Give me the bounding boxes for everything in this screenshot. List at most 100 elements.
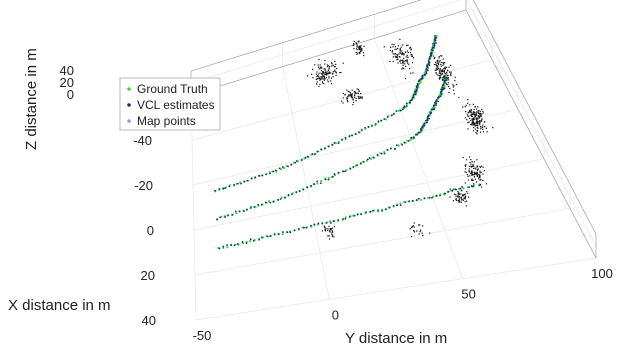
map-point [462, 195, 464, 197]
map-point [470, 163, 472, 165]
map-point [463, 193, 466, 196]
vcl-estimate-point [405, 105, 408, 107]
map-point [341, 100, 343, 102]
map-point [452, 200, 455, 202]
map-point [445, 83, 447, 85]
map-point [480, 120, 482, 122]
map-point [314, 64, 316, 66]
x-tick-label: 40 [142, 313, 156, 328]
map-point [329, 229, 331, 231]
map-point [410, 48, 412, 50]
grid-line-x [195, 257, 597, 321]
map-point [397, 62, 399, 64]
map-point [334, 66, 336, 68]
map-point [352, 103, 354, 106]
map-point [473, 171, 476, 173]
grid-line-x [191, 59, 493, 141]
map-point [482, 131, 485, 133]
map-point [406, 54, 408, 56]
map-point [480, 126, 482, 128]
map-point [462, 194, 464, 196]
map-point [469, 109, 471, 111]
vcl-estimate-point [332, 220, 335, 222]
vcl-estimate-point [428, 61, 431, 64]
map-point [329, 231, 331, 233]
map-point [407, 51, 409, 54]
map-point [318, 77, 321, 80]
map-point [467, 121, 469, 124]
map-point [329, 227, 331, 230]
map-point [361, 50, 363, 52]
vcl-estimate-point [459, 187, 462, 190]
ground-truth-point [249, 240, 252, 243]
vcl-estimate-point [417, 197, 420, 200]
grid-line-y [282, 66, 330, 300]
vcl-estimate-point [405, 102, 408, 105]
z-tick-label: 20 [60, 75, 74, 90]
map-point [358, 52, 360, 54]
ground-truth-point [319, 179, 323, 183]
map-point [411, 225, 413, 228]
map-point [473, 112, 475, 114]
map-point [401, 59, 403, 62]
map-point [396, 56, 399, 59]
map-point [464, 193, 466, 195]
map-point [481, 118, 483, 120]
map-point [441, 77, 443, 79]
map-point [348, 94, 350, 96]
vcl-estimate-point [395, 144, 398, 147]
vcl-estimate-point [305, 226, 308, 229]
vcl-estimate-point [297, 228, 300, 230]
map-point [411, 62, 414, 64]
map-point [429, 232, 431, 234]
map-point [324, 72, 326, 74]
map-point [438, 77, 440, 79]
map-point [360, 93, 362, 95]
map-point [475, 172, 477, 174]
map-point [465, 205, 467, 207]
map-point [328, 71, 330, 73]
map-point [477, 118, 479, 120]
map-point [475, 181, 477, 183]
map-point [475, 124, 477, 126]
map-point [325, 76, 328, 79]
vcl-estimate-point [414, 90, 417, 93]
map-point [399, 51, 401, 54]
map-point [332, 73, 334, 75]
map-point [474, 123, 476, 125]
map-point [362, 52, 365, 54]
map-point [356, 88, 358, 90]
map-point [458, 199, 460, 201]
vcl-estimate-point [416, 88, 419, 91]
map-point [358, 48, 361, 51]
map-point [442, 64, 444, 66]
map-point [450, 72, 452, 75]
vcl-estimate-point [377, 120, 380, 123]
map-point [450, 74, 452, 77]
map-point [472, 130, 475, 132]
map-point [422, 225, 424, 227]
vcl-estimate-point [416, 133, 419, 136]
map-point [437, 59, 439, 61]
vcl-estimate-point [218, 188, 221, 190]
vcl-estimate-point [415, 90, 418, 93]
y-tick-label: 50 [461, 287, 475, 302]
map-point [339, 72, 341, 74]
map-point [331, 62, 333, 64]
map-point [435, 63, 437, 65]
map-point [401, 50, 403, 52]
map-point [465, 159, 468, 161]
map-point [468, 171, 470, 173]
vcl-estimate-point [362, 160, 365, 163]
map-point [479, 176, 481, 178]
map-point [319, 79, 321, 81]
vcl-estimate-point [445, 79, 447, 82]
map-point [408, 63, 410, 65]
vcl-estimate-point [245, 209, 248, 211]
map-point [346, 97, 348, 99]
map-point [331, 230, 333, 232]
x-tick-label: 20 [141, 268, 155, 283]
map-point [464, 168, 467, 170]
map-point [444, 66, 446, 68]
